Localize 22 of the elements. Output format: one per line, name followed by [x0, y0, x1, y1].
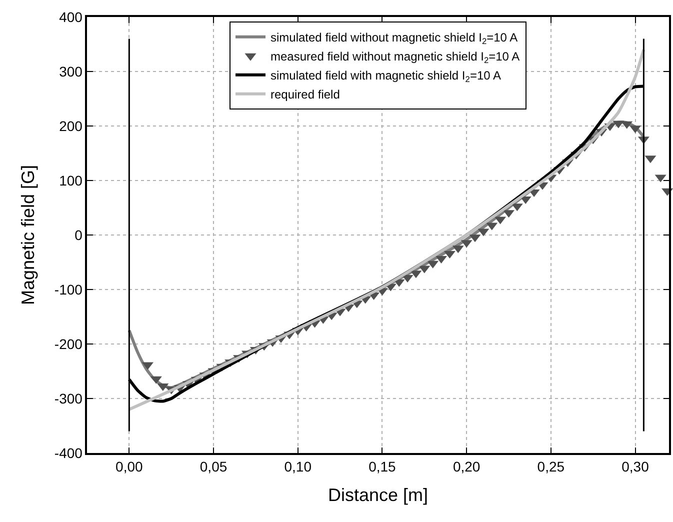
- y-tick-label: -400: [54, 444, 83, 461]
- x-tick-label: 0,20: [452, 458, 480, 475]
- x-tick-label: 0,15: [368, 458, 396, 475]
- legend-label: required field: [270, 88, 340, 102]
- x-tick-label: 0,05: [200, 458, 228, 475]
- x-tick-label: 0,00: [116, 458, 144, 475]
- x-tick-label: 0,10: [284, 458, 312, 475]
- x-tick-label: 0,30: [622, 458, 650, 475]
- y-tick-label: 300: [59, 63, 83, 80]
- x-axis-title: Distance [m]: [328, 485, 428, 506]
- y-tick-label: 100: [59, 172, 83, 188]
- y-tick-label: -200: [54, 336, 83, 352]
- y-tick-label: 400: [59, 8, 83, 25]
- x-tick-label: 0,25: [537, 458, 565, 475]
- legend-label: measured field without magnetic shield I$_{2}$=10 A: [270, 50, 520, 66]
- y-tick-label: 0: [74, 226, 83, 243]
- y-tick-label: 200: [59, 118, 83, 134]
- y-tick-label: -100: [54, 281, 83, 298]
- y-tick-label: -300: [54, 390, 83, 406]
- legend-label: simulated field without magnetic shield I$_{2}$=10 A: [270, 30, 518, 46]
- legend-label: simulated field with magnetic shield I$_{2}$=10 A: [270, 68, 501, 84]
- y-axis-title: Magnetic field [G]: [18, 164, 38, 306]
